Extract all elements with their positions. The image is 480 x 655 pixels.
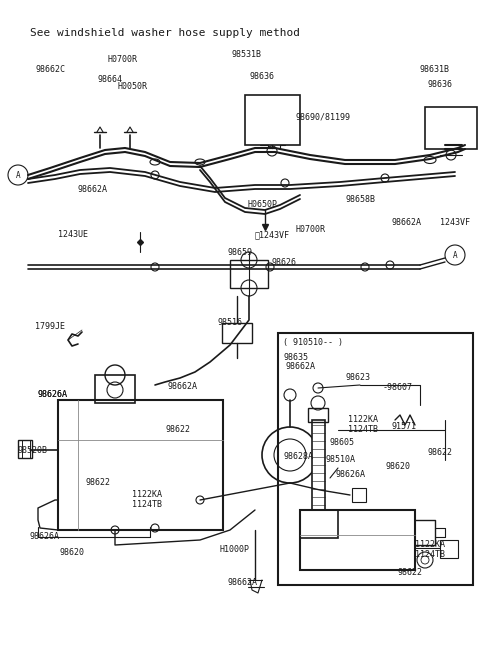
Bar [312,420,325,510]
Text: See windshield washer hose supply method: See windshield washer hose supply method [30,28,300,38]
Text: 1122KA: 1122KA [415,540,445,549]
Text: H1000P: H1000P [220,545,250,554]
Text: A: A [16,170,20,179]
Text: 1124TB: 1124TB [132,500,162,509]
Text: H0700R: H0700R [295,225,325,234]
Text: 98662C: 98662C [35,65,65,74]
Text: 98636: 98636 [250,72,275,81]
Text: 98620: 98620 [385,462,410,471]
Bar [18,440,32,458]
Text: H0700R: H0700R [108,55,138,64]
Text: ( 910510-- ): ( 910510-- ) [283,338,343,347]
Text: 98510A: 98510A [325,455,355,464]
Text: 91571: 91571 [392,422,417,431]
Text: 1124TB: 1124TB [348,425,378,434]
Text: 98636: 98636 [428,80,453,89]
Text: 98635: 98635 [283,353,308,362]
Text: 98531B: 98531B [232,50,262,59]
Text: 98628A: 98628A [283,452,313,461]
Text: 98622: 98622 [398,568,423,577]
Text: 1122KA: 1122KA [348,415,378,424]
Text: 98622: 98622 [165,425,190,434]
Text: 98605: 98605 [330,438,355,447]
Bar [425,107,477,149]
Text: 98626A: 98626A [38,390,68,399]
Text: 98659: 98659 [228,248,253,257]
Text: -98607: -98607 [383,383,413,392]
Bar [245,95,300,145]
Bar [300,510,415,570]
Text: 98626A: 98626A [38,390,68,399]
Text: 98662A: 98662A [168,382,198,391]
Text: H0650P: H0650P [248,200,278,209]
Text: 98516: 98516 [218,318,243,327]
Text: 98631B: 98631B [420,65,450,74]
Bar [300,510,338,538]
Bar [58,400,223,530]
Bar [230,260,268,288]
Text: 98662A: 98662A [285,362,315,371]
Bar [308,408,328,422]
Text: 98658B: 98658B [345,195,375,204]
Text: 98662A: 98662A [228,578,258,587]
Text: 98690/81199: 98690/81199 [295,112,350,121]
Text: 98664: 98664 [97,75,122,84]
Text: A: A [453,250,457,259]
Text: 1243UE: 1243UE [58,230,88,239]
Bar [95,375,135,403]
Bar [222,323,252,343]
Bar [278,333,473,585]
Text: 98620: 98620 [60,548,85,557]
Text: 98622: 98622 [85,478,110,487]
Text: 98622: 98622 [428,448,453,457]
Text: 98626: 98626 [272,258,297,267]
Text: 98662A: 98662A [392,218,422,227]
Text: 98662A: 98662A [78,185,108,194]
Text: 1243VF: 1243VF [255,230,290,239]
Text: 98623: 98623 [345,373,370,382]
Text: 1243VF: 1243VF [440,218,470,227]
Text: 98626A: 98626A [30,532,60,541]
Text: 1124TB: 1124TB [415,550,445,559]
Text: 1799JE: 1799JE [35,322,65,331]
Bar [352,488,366,502]
Text: H0050R: H0050R [118,82,148,91]
Text: 98520B: 98520B [18,446,48,455]
Bar [440,540,458,558]
Text: 98626A: 98626A [335,470,365,479]
Text: 1122KA: 1122KA [132,490,162,499]
